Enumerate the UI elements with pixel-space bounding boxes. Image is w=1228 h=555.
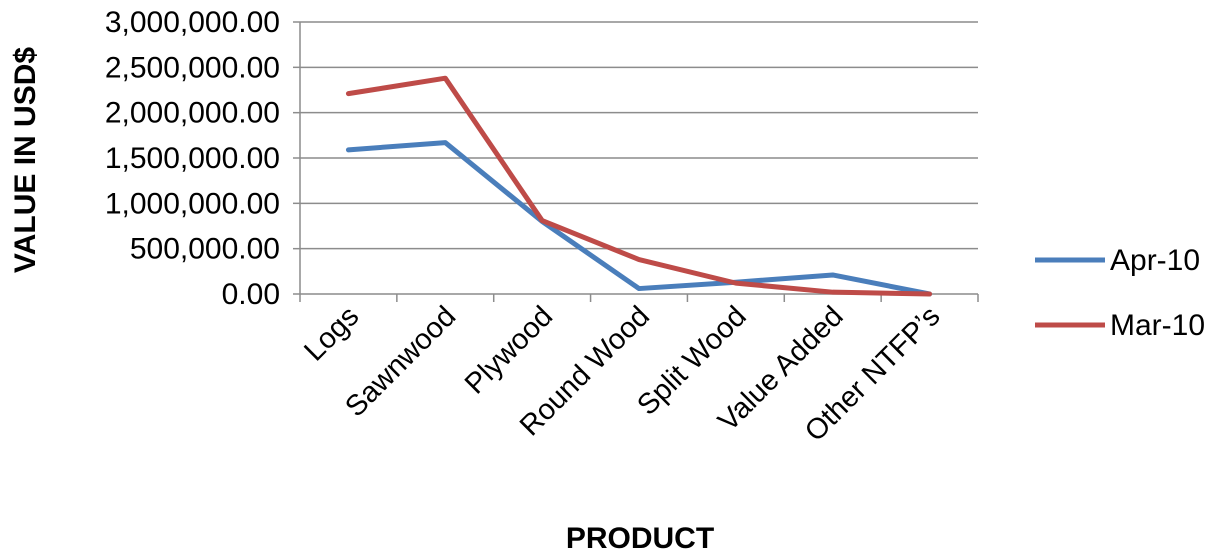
y-tick-label: 2,000,000.00 bbox=[105, 97, 280, 130]
y-axis-title: VALUE IN USD$ bbox=[9, 47, 42, 273]
data-point bbox=[637, 287, 641, 291]
y-tick-label: 0.00 bbox=[222, 278, 280, 311]
data-point bbox=[346, 148, 350, 152]
series-lines bbox=[345, 75, 933, 297]
x-axis-title: PRODUCT bbox=[566, 522, 714, 555]
data-point bbox=[346, 92, 350, 96]
y-tick-label: 2,500,000.00 bbox=[105, 51, 280, 84]
x-tick-label: Plywood bbox=[459, 300, 559, 400]
legend: Apr-10 Mar-10 bbox=[1035, 244, 1205, 342]
y-tick-label: 500,000.00 bbox=[130, 233, 280, 266]
legend-label: Mar-10 bbox=[1110, 309, 1205, 342]
data-point bbox=[734, 281, 738, 285]
data-point bbox=[928, 292, 932, 296]
y-tick-label: 3,000,000.00 bbox=[105, 6, 280, 39]
y-axis-ticks: 0.00 500,000.00 1,000,000.00 1,500,000.00 2,… bbox=[105, 6, 300, 311]
series-line-2 bbox=[345, 75, 933, 297]
data-point bbox=[831, 273, 835, 277]
data-point bbox=[443, 141, 447, 145]
legend-label: Apr-10 bbox=[1110, 244, 1200, 277]
gridlines bbox=[300, 21, 978, 250]
y-tick-label: 1,500,000.00 bbox=[105, 142, 280, 175]
data-point bbox=[540, 219, 544, 223]
data-point bbox=[831, 290, 835, 294]
y-tick-label: 1,000,000.00 bbox=[105, 187, 280, 220]
data-point bbox=[443, 76, 447, 80]
x-tick-label: Logs bbox=[298, 300, 365, 367]
data-point bbox=[637, 258, 641, 262]
series-line-1 bbox=[345, 140, 933, 297]
